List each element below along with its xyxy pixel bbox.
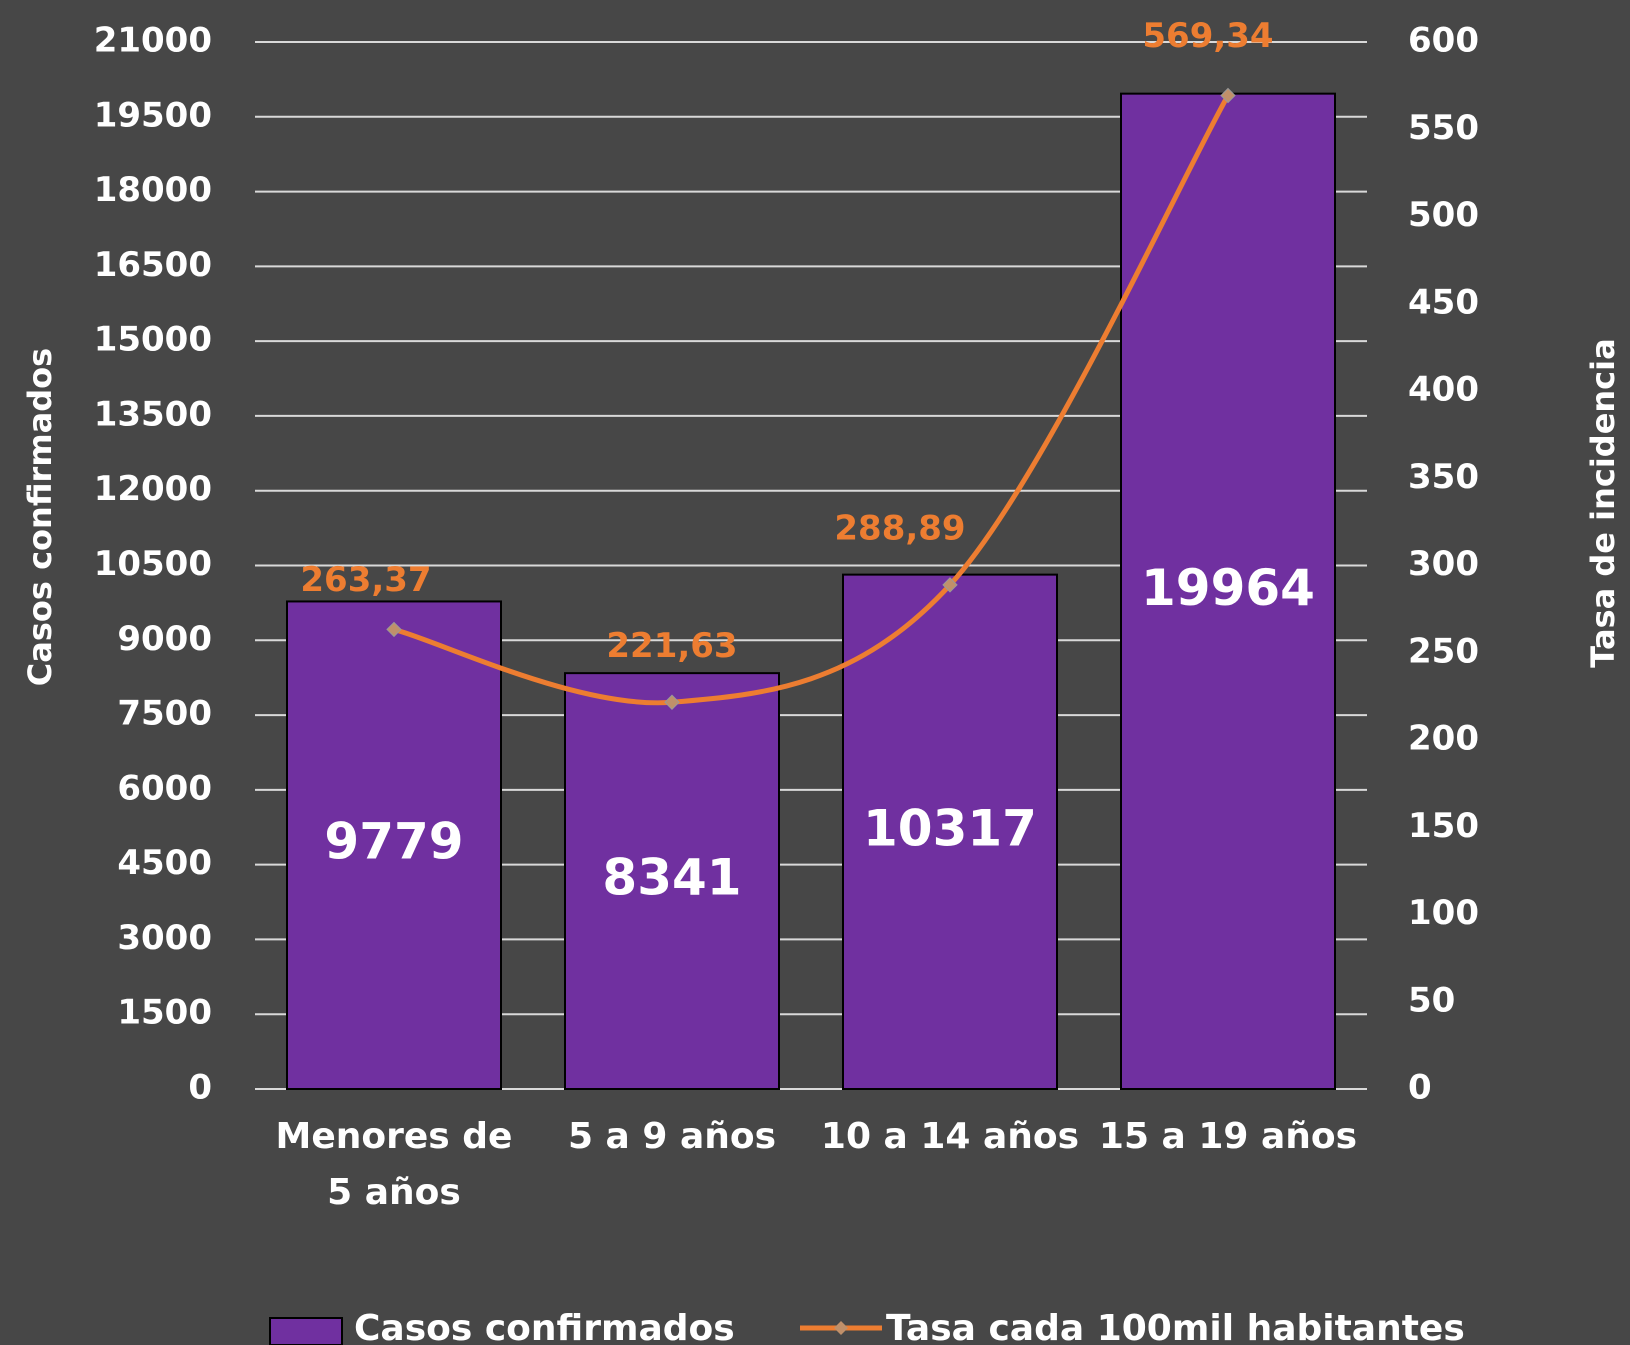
y-tick-label: 21000 xyxy=(94,21,212,61)
x-tick-label: Menores de 5 años xyxy=(275,1116,513,1213)
x-tick-label: 10 a 14 años xyxy=(820,1116,1080,1157)
y-tick-label: 19500 xyxy=(94,95,212,135)
y-tick-label: 10500 xyxy=(94,544,212,584)
line xyxy=(393,94,1231,706)
bar-value-label: 19964 xyxy=(1141,559,1315,617)
y2-tick-label: 400 xyxy=(1408,370,1479,410)
y-tick-label: 6000 xyxy=(117,768,212,808)
y2-tick-label: 150 xyxy=(1408,806,1479,846)
bar xyxy=(564,672,780,1091)
x-tick-label-box: 15 a 19 años xyxy=(1098,1116,1358,1157)
line-marker xyxy=(386,621,402,638)
y-tick-label: 9000 xyxy=(117,619,212,659)
legend-swatch xyxy=(269,1317,343,1345)
bar-value-label: 8341 xyxy=(602,849,741,907)
line-value-label: 288,89 xyxy=(834,508,965,548)
y2-tick-label: 0 xyxy=(1408,1068,1432,1108)
y-tick-label: 18000 xyxy=(94,170,212,210)
legend-marker xyxy=(834,1321,848,1335)
y2-tick-label: 250 xyxy=(1408,631,1479,671)
bar-value-label: 9779 xyxy=(324,813,463,871)
y-tick-label: 13500 xyxy=(94,394,212,434)
y-tick-label: 4500 xyxy=(117,843,212,883)
y2-tick-label: 550 xyxy=(1408,108,1479,148)
line-marker xyxy=(942,577,958,593)
bar-value-label: 10317 xyxy=(863,799,1037,857)
line-marker xyxy=(664,694,680,710)
y2-tick-label: 200 xyxy=(1408,719,1479,759)
x-tick-label-box: 5 a 9 años xyxy=(567,1116,777,1157)
y2-tick-label: 500 xyxy=(1408,195,1479,235)
y2-tick-label: 450 xyxy=(1408,282,1479,322)
y-tick-label: 12000 xyxy=(94,469,212,509)
y2-tick-label: 350 xyxy=(1408,457,1479,497)
x-tick-label: 5 a 9 años xyxy=(567,1116,777,1157)
x-tick-label-box: Menores de 5 años xyxy=(275,1116,513,1213)
y-tick-label: 1500 xyxy=(117,993,212,1033)
line-value-label: 263,37 xyxy=(300,560,431,600)
y2-axis-title: Tasa de incidencia xyxy=(1584,338,1622,667)
bar xyxy=(286,600,502,1091)
y2-tick-label: 100 xyxy=(1408,893,1479,933)
x-tick-label-box: 10 a 14 años xyxy=(820,1116,1080,1157)
y-tick-label: 16500 xyxy=(94,245,212,285)
line-marker xyxy=(1220,87,1236,104)
y2-tick-label: 600 xyxy=(1408,21,1479,61)
y-tick-label: 15000 xyxy=(94,320,212,360)
x-tick-label: 15 a 19 años xyxy=(1098,1116,1358,1157)
bar xyxy=(1120,92,1336,1091)
y-tick-label: 0 xyxy=(188,1068,212,1108)
legend-label: Tasa cada 100mil habitantes xyxy=(886,1308,1465,1345)
y2-tick-label: 50 xyxy=(1408,980,1455,1020)
y2-tick-label: 300 xyxy=(1408,544,1479,584)
y-axis-title: Casos confirmados xyxy=(21,348,59,686)
y-tick-label: 3000 xyxy=(117,918,212,958)
line-value-label: 221,63 xyxy=(606,626,737,666)
legend-label: Casos confirmados xyxy=(354,1308,735,1345)
line-value-label: 569,34 xyxy=(1142,16,1273,56)
y-tick-label: 7500 xyxy=(117,694,212,734)
bar xyxy=(842,573,1058,1090)
